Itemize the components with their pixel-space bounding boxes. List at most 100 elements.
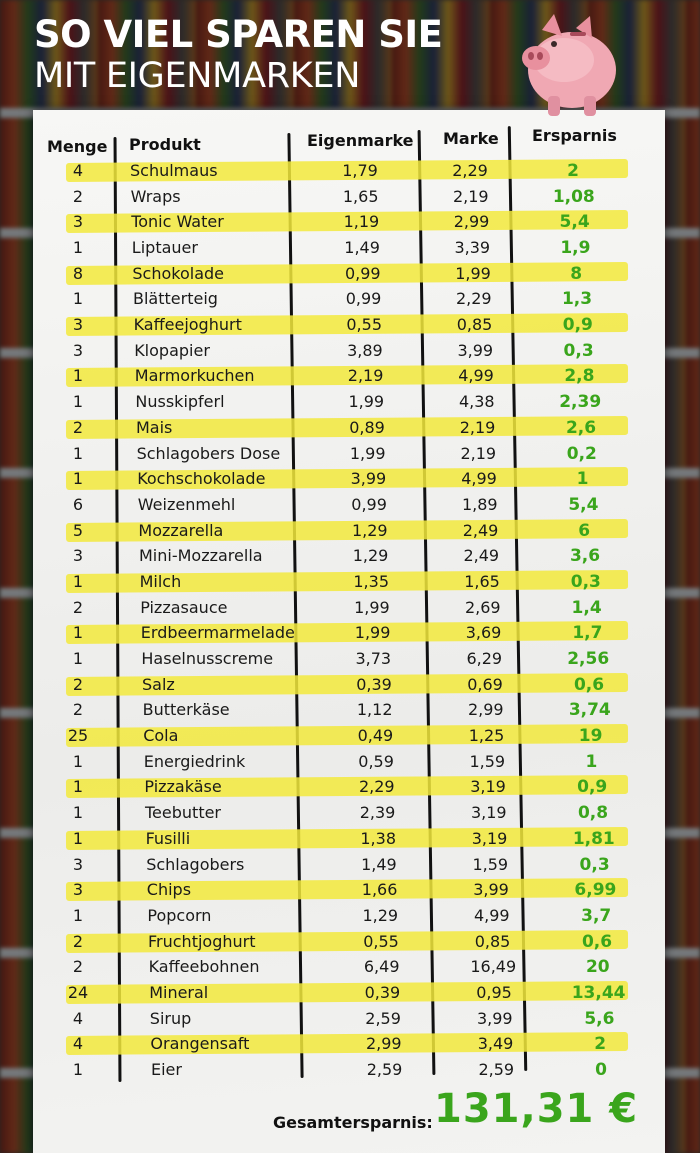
cell-ersparnis: 3,74 <box>568 700 611 721</box>
cell-ersparnis: 1 <box>576 469 589 490</box>
table-row: 8 Schokolade 0,99 1,99 8 <box>0 261 700 286</box>
table-row: 3 Mini-Mozzarella 1,29 2,49 3,6 <box>0 543 700 568</box>
cell-ersparnis: 0 <box>595 1060 607 1080</box>
cell-marke: 1,89 <box>461 494 498 514</box>
cell-produkt: Milch <box>139 571 182 591</box>
table-row: 1 Kochschokolade 3,99 4,99 1 <box>0 466 700 491</box>
table-row: 3 Chips 1,66 3,99 6,99 <box>0 877 700 902</box>
cell-ersparnis: 0,8 <box>577 803 609 824</box>
cell-produkt: Erdbeermarmelade <box>140 623 295 643</box>
cell-produkt: Energiedrink <box>143 751 246 771</box>
cell-menge: 5 <box>72 520 84 540</box>
cell-eigenmarke: 1,99 <box>348 392 385 412</box>
total-label: Gesamtersparnis: <box>273 1113 433 1132</box>
table-row: 2 Butterkäse 1,12 2,99 3,74 <box>0 697 700 722</box>
header-marke: Marke <box>443 129 499 148</box>
cell-eigenmarke: 1,99 <box>349 443 386 463</box>
cell-produkt: Butterkäse <box>142 700 230 720</box>
cell-produkt: Mozzarella <box>138 520 224 540</box>
table-row: 5 Mozzarella 1,29 2,49 6 <box>0 518 700 543</box>
cell-ersparnis: 2,56 <box>567 649 610 670</box>
cell-menge: 1 <box>72 803 84 823</box>
cell-produkt: Salz <box>142 674 175 694</box>
cell-marke: 2,69 <box>464 597 501 617</box>
cell-menge: 2 <box>72 957 84 977</box>
cell-marke: 4,38 <box>458 392 495 412</box>
cell-ersparnis: 5,4 <box>559 212 590 233</box>
cell-ersparnis: 5,6 <box>584 1008 615 1029</box>
table-row: 3 Kaffeejoghurt 0,55 0,85 0,9 <box>0 312 700 337</box>
table-row: 1 Eier 2,59 2,59 0 <box>0 1057 700 1082</box>
cell-eigenmarke: 1,99 <box>354 597 390 617</box>
cell-produkt: Chips <box>146 880 192 900</box>
cell-produkt: Schlagobers <box>146 854 245 874</box>
cell-marke: 2,19 <box>460 443 497 463</box>
cell-ersparnis: 2,8 <box>564 366 595 387</box>
cell-marke: 6,29 <box>466 649 503 669</box>
cell-ersparnis: 2 <box>594 1034 607 1055</box>
table-row: 6 Weizenmehl 0,99 1,89 5,4 <box>0 492 700 517</box>
cell-ersparnis: 3,7 <box>581 905 612 926</box>
cell-menge: 1 <box>72 571 84 591</box>
cell-menge: 2 <box>72 700 84 720</box>
cell-menge: 6 <box>72 494 84 514</box>
cell-produkt: Orangensaft <box>150 1034 250 1054</box>
cell-ersparnis: 0,9 <box>562 315 593 336</box>
cell-marke: 2,49 <box>463 546 500 566</box>
cell-eigenmarke: 2,39 <box>359 803 396 823</box>
cell-ersparnis: 0,9 <box>577 777 608 798</box>
cell-marke: 0,85 <box>474 931 511 951</box>
cell-eigenmarke: 0,89 <box>349 417 385 437</box>
cell-produkt: Teebutter <box>145 803 222 823</box>
cell-menge: 2 <box>72 931 84 951</box>
cell-menge: 3 <box>72 212 84 232</box>
table-row: 1 Erdbeermarmelade 1,99 3,69 1,7 <box>0 620 700 645</box>
table-row: 4 Schulmaus 1,79 2,29 2 <box>0 158 700 183</box>
cell-eigenmarke: 0,99 <box>344 263 381 283</box>
cell-produkt: Pizzakäse <box>144 777 222 797</box>
cell-produkt: Tonic Water <box>131 212 224 232</box>
cell-produkt: Pizzasauce <box>140 597 228 617</box>
cell-produkt: Cola <box>143 726 179 746</box>
cell-eigenmarke: 1,35 <box>353 571 389 591</box>
cell-ersparnis: 1,3 <box>561 289 593 310</box>
cell-ersparnis: 1,7 <box>572 623 603 644</box>
cell-eigenmarke: 1,29 <box>362 905 399 925</box>
cell-menge: 1 <box>72 751 84 771</box>
table-row: 4 Sirup 2,59 3,99 5,6 <box>0 1006 700 1031</box>
cell-menge: 1 <box>72 777 84 797</box>
headline: SO VIEL SPAREN SIE MIT EIGENMARKEN <box>34 13 443 97</box>
cell-menge: 1 <box>72 623 84 643</box>
cell-menge: 1 <box>72 1060 84 1079</box>
cell-eigenmarke: 0,99 <box>351 494 387 514</box>
table-row: 3 Tonic Water 1,19 2,99 5,4 <box>0 209 700 234</box>
table-row: 1 Blätterteig 0,99 2,29 1,3 <box>0 286 700 311</box>
cell-produkt: Nusskipferl <box>135 392 225 412</box>
table-row: 25 Cola 0,49 1,25 19 <box>0 723 700 748</box>
cell-eigenmarke: 2,19 <box>347 366 384 386</box>
cell-eigenmarke: 0,49 <box>357 726 394 746</box>
table-row: 4 Orangensaft 2,99 3,49 2 <box>0 1031 700 1056</box>
cell-produkt: Fusilli <box>145 828 191 848</box>
cell-marke: 3,19 <box>471 828 508 848</box>
cell-marke: 2,29 <box>455 289 492 309</box>
cell-marke: 3,69 <box>465 623 502 643</box>
cell-menge: 3 <box>72 546 84 566</box>
table-row: 3 Klopapier 3,89 3,99 0,3 <box>0 338 700 363</box>
cell-marke: 1,59 <box>472 854 509 874</box>
headline-line-2: MIT EIGENMARKEN <box>34 56 361 96</box>
cell-produkt: Marmorkuchen <box>134 366 255 386</box>
table-row: 2 Mais 0,89 2,19 2,6 <box>0 415 700 440</box>
cell-eigenmarke: 2,59 <box>366 1060 403 1079</box>
cell-produkt: Kochschokolade <box>137 469 266 489</box>
cell-marke: 2,59 <box>478 1060 515 1079</box>
cell-ersparnis: 8 <box>570 263 583 284</box>
cell-produkt: Eier <box>151 1060 182 1079</box>
cell-ersparnis: 13,44 <box>571 982 626 1003</box>
cell-menge: 24 <box>67 982 89 1002</box>
cell-ersparnis: 1,9 <box>560 238 591 259</box>
headline-line-1: SO VIEL SPAREN SIE <box>34 13 443 56</box>
cell-marke: 3,49 <box>477 1034 514 1054</box>
cell-eigenmarke: 1,79 <box>342 161 378 180</box>
